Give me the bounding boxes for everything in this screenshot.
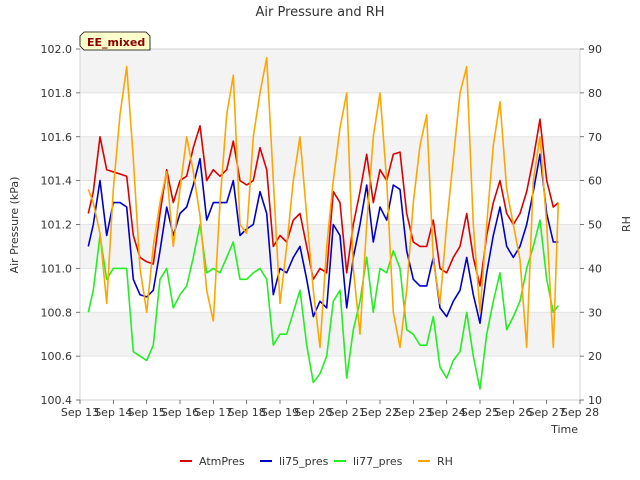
legend-label-rh: RH <box>437 455 453 468</box>
legend-label-atmpres: AtmPres <box>199 455 245 468</box>
series-line-rh <box>87 56 560 349</box>
series-line-li77-pres <box>87 219 559 390</box>
y-axis-label: Air Pressure (kPa) <box>8 177 21 274</box>
y-axis-ticks: 100.4 100.6 100.8 101.0 101.2 101.4 101.6 101.8… <box>41 43 80 407</box>
x-tick-label: Sep 21 <box>328 406 366 419</box>
x-tick-label: Sep 13 <box>61 406 99 419</box>
y2-tick-label: 70 <box>588 131 602 144</box>
y2-tick-label: 50 <box>588 219 602 232</box>
y2-tick-label: 60 <box>588 175 602 188</box>
y-tick-label: 100.8 <box>41 306 73 319</box>
y-tick-label: 101.4 <box>41 175 73 188</box>
y-tick-label: 101.2 <box>41 219 73 232</box>
y2-axis-label: RH <box>620 216 633 232</box>
x-tick-label: Sep 25 <box>461 406 499 419</box>
y-tick-label: 102.0 <box>41 43 73 56</box>
x-tick-label: Sep 27 <box>528 406 566 419</box>
background-band <box>80 356 580 400</box>
legend: AtmPres li75_pres li77_pres RH <box>180 455 453 468</box>
x-tick-label: Sep 20 <box>294 406 332 419</box>
y2-tick-label: 90 <box>588 43 602 56</box>
x-tick-label: Sep 14 <box>94 406 132 419</box>
background-band <box>80 136 580 181</box>
y-tick-label: 101.6 <box>41 131 73 144</box>
y2-tick-label: 30 <box>588 306 602 319</box>
x-tick-label: Sep 23 <box>394 406 432 419</box>
legend-label-li75-pres: li75_pres <box>279 455 329 468</box>
x-tick-label: Sep 18 <box>228 406 266 419</box>
y-tick-label: 100.4 <box>41 394 73 407</box>
y-tick-label: 101.8 <box>41 87 73 100</box>
legend-label-li77-pres: li77_pres <box>353 455 403 468</box>
background-band <box>80 49 580 93</box>
y2-tick-label: 40 <box>588 262 602 275</box>
y2-tick-label: 10 <box>588 394 602 407</box>
annotation-badge: EE_mixed <box>79 31 151 51</box>
x-tick-label: Sep 24 <box>428 406 466 419</box>
x-axis-label: Time <box>550 423 578 436</box>
background-band <box>80 92 580 137</box>
x-tick-label: Sep 28 <box>561 406 599 419</box>
annotation-badge-text: EE_mixed <box>87 36 145 49</box>
y2-axis-ticks: 10 20 30 40 50 60 70 80 90 <box>580 43 602 407</box>
y2-tick-label: 80 <box>588 87 602 100</box>
y-tick-label: 101.0 <box>41 262 73 275</box>
x-tick-label: Sep 19 <box>261 406 299 419</box>
x-tick-label: Sep 15 <box>128 406 166 419</box>
y-tick-label: 100.6 <box>41 350 73 363</box>
annotation-badge-box <box>79 31 151 51</box>
x-tick-label: Sep 17 <box>194 406 232 419</box>
y2-tick-label: 20 <box>588 350 602 363</box>
data-series <box>87 56 560 390</box>
x-tick-label: Sep 16 <box>161 406 199 419</box>
chart-title: Air Pressure and RH <box>255 5 384 20</box>
x-tick-label: Sep 26 <box>494 406 532 419</box>
x-tick-label: Sep 22 <box>361 406 399 419</box>
